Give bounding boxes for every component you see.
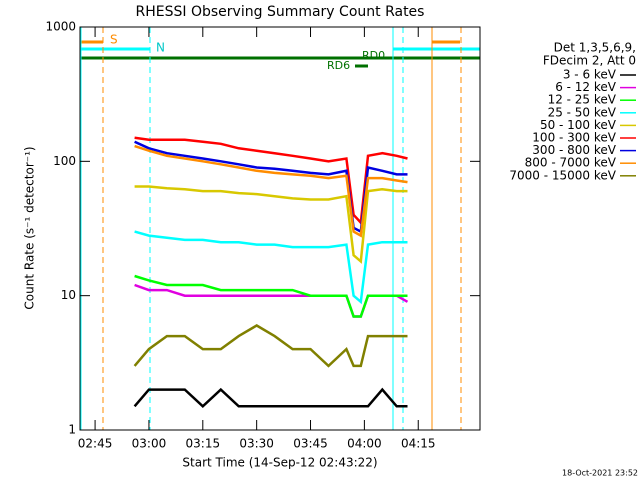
series-line [133,324,408,368]
y-axis-label: Count Rate (s⁻¹ detector⁻¹) [23,146,37,309]
y-tick-label: 100 [53,154,76,168]
series-line [134,144,408,238]
annotation-label: S [110,33,118,47]
legend-header: FDecim 2, Att 0 [543,54,636,68]
legend-label: 100 - 300 keV [532,131,616,145]
footer-date: 18-Oct-2021 23:52 [562,469,638,478]
y-tick-label: 1000 [45,20,76,34]
legend-label: 3 - 6 keV [563,68,617,82]
x-tick-label: 03:45 [293,437,328,451]
y-tick-label: 1 [68,423,76,437]
x-tick-label: 03:00 [132,437,167,451]
x-axis-label: Start Time (14-Sep-12 02:43:22) [182,456,377,470]
series-line [134,140,408,234]
legend-label: 300 - 800 keV [532,143,616,157]
plot-frame [79,26,481,431]
x-tick-label: 03:30 [239,437,274,451]
annotation-label: N [156,41,165,55]
x-tick-label: 04:15 [401,437,436,451]
legend-header: Det 1,3,5,6,9, [554,41,636,55]
legend-label: 25 - 50 keV [548,105,617,119]
legend-label: 800 - 7000 keV [525,156,617,170]
legend-label: 12 - 25 keV [548,93,617,107]
chart-title: RHESSI Observing Summary Count Rates [136,4,425,20]
x-tick-label: 02:45 [78,437,113,451]
series-line [134,185,408,264]
annotation-label: RD0 [362,49,385,62]
x-tick-label: 03:15 [186,437,221,451]
annotation-label: RD6 [327,59,350,72]
series-line [134,274,408,318]
legend-label: 7000 - 15000 keV [509,168,616,182]
y-tick-label: 10 [61,288,76,302]
legend-label: 6 - 12 keV [555,80,617,94]
x-tick-label: 04:00 [347,437,382,451]
annotation-layer: S N RD0 RD6 [80,27,480,430]
series-line [133,387,408,409]
series-line [134,230,408,305]
legend-label: 50 - 100 keV [540,118,617,132]
series-line [134,136,408,226]
